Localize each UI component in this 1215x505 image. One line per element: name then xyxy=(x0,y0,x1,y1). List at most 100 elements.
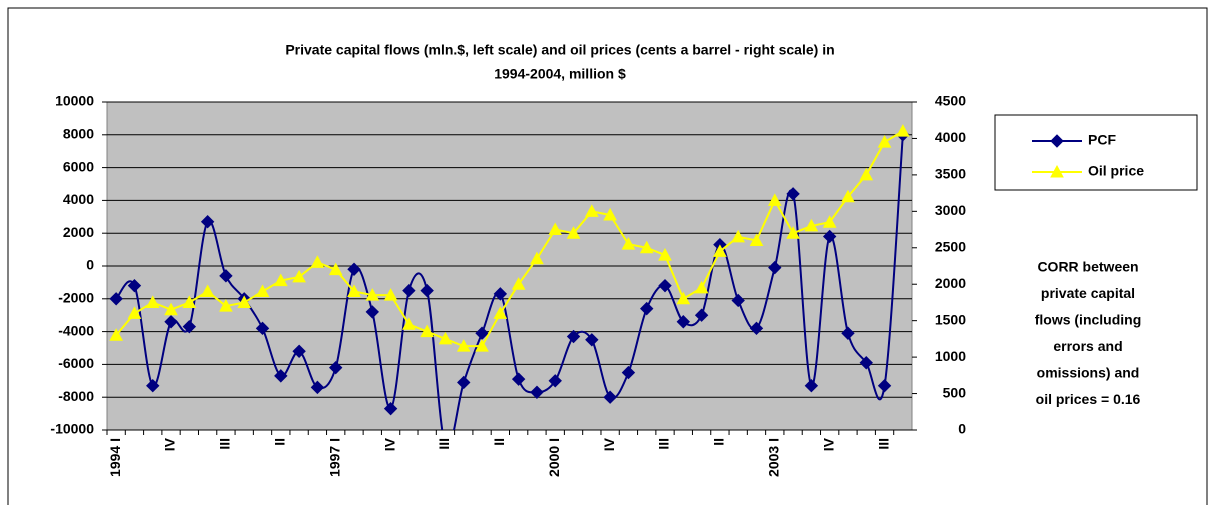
point-marker xyxy=(365,305,379,319)
point-marker xyxy=(1050,134,1064,148)
point-marker xyxy=(896,124,910,137)
point-marker xyxy=(365,288,380,301)
y-tick-label: 0 xyxy=(86,257,94,273)
point-marker xyxy=(182,295,197,308)
point-marker xyxy=(566,329,581,344)
point-marker xyxy=(200,284,215,298)
chart-title: 1994-2004, million $ xyxy=(494,66,626,82)
y2-tick-label: 1000 xyxy=(935,348,966,364)
point-marker xyxy=(749,233,764,246)
point-marker xyxy=(420,283,434,298)
legend-box xyxy=(994,114,1198,191)
x-tick-label: 2003 I xyxy=(765,438,781,477)
point-marker xyxy=(658,278,672,293)
point-marker xyxy=(603,207,617,221)
y-tick-label: 8000 xyxy=(63,126,94,142)
point-marker xyxy=(786,187,800,201)
point-marker xyxy=(731,229,746,243)
y2-tick-label: 500 xyxy=(943,384,967,400)
point-marker xyxy=(456,339,471,352)
point-marker xyxy=(841,189,855,203)
y2-tick-label: 2500 xyxy=(935,238,966,254)
point-marker xyxy=(493,306,508,319)
point-marker xyxy=(822,215,837,228)
annotation: oil prices = 0.16 xyxy=(1036,391,1141,407)
y2-tick-label: 0 xyxy=(958,421,966,437)
point-marker xyxy=(639,240,654,254)
point-marker xyxy=(310,255,325,268)
annotation: errors and xyxy=(1053,338,1122,354)
y-tick-label: 6000 xyxy=(63,158,94,174)
annotation: private capital xyxy=(1041,285,1135,301)
point-marker xyxy=(164,315,178,329)
point-marker xyxy=(402,317,416,330)
x-tick-label: 2000 I xyxy=(546,438,562,477)
point-marker xyxy=(219,299,233,312)
point-marker xyxy=(127,278,142,293)
point-marker xyxy=(658,248,672,261)
point-marker xyxy=(182,319,197,334)
point-marker xyxy=(402,283,416,298)
x-tick-label: IV xyxy=(601,437,617,451)
point-marker xyxy=(255,321,270,336)
point-marker xyxy=(109,292,123,306)
point-marker xyxy=(548,374,562,388)
y2-tick-label: 3000 xyxy=(935,202,966,218)
x-tick-label: 1994 I xyxy=(107,438,123,477)
legend-label: Oil price xyxy=(1088,163,1144,179)
point-marker xyxy=(859,167,874,181)
point-marker xyxy=(255,284,270,298)
x-tick-label: II xyxy=(272,438,288,446)
x-tick-label: IV xyxy=(162,437,178,451)
y-tick-label: -8000 xyxy=(58,388,94,404)
point-marker xyxy=(383,288,398,301)
point-marker xyxy=(694,308,709,322)
point-marker xyxy=(274,369,288,383)
point-marker xyxy=(749,321,764,336)
point-marker xyxy=(530,251,544,265)
point-marker xyxy=(713,244,727,257)
point-marker xyxy=(475,339,489,352)
y2-tick-label: 4000 xyxy=(935,129,966,145)
chart-title: Private capital flows (mln.$, left scale… xyxy=(285,42,834,58)
point-marker xyxy=(1050,164,1064,178)
point-marker xyxy=(310,380,325,395)
point-marker xyxy=(676,315,691,329)
x-tick-label: IV xyxy=(381,437,397,451)
point-marker xyxy=(200,215,215,229)
point-marker xyxy=(621,365,636,380)
y2-tick-label: 2000 xyxy=(935,275,966,291)
y-tick-label: -6000 xyxy=(58,355,94,371)
point-marker xyxy=(841,326,855,340)
y-tick-label: 10000 xyxy=(55,93,94,109)
point-marker xyxy=(127,306,142,319)
point-marker xyxy=(420,324,435,338)
point-marker xyxy=(768,260,782,275)
point-marker xyxy=(621,237,636,250)
point-marker xyxy=(603,390,617,404)
series-line xyxy=(115,130,904,348)
plot-layer xyxy=(109,124,910,430)
y-tick-label: 2000 xyxy=(63,224,94,240)
point-marker xyxy=(584,204,599,217)
point-marker xyxy=(530,385,544,399)
point-marker xyxy=(511,277,526,290)
point-marker xyxy=(347,262,361,276)
point-marker xyxy=(676,291,691,305)
point-marker xyxy=(767,193,782,206)
x-tick-label: 1997 I xyxy=(326,438,342,477)
point-marker xyxy=(859,356,873,370)
x-tick-label: II xyxy=(491,438,507,446)
y-tick-label: -4000 xyxy=(58,322,94,338)
point-marker xyxy=(273,273,288,287)
x-tick-label: IV xyxy=(820,437,836,451)
point-marker xyxy=(328,360,343,375)
point-marker xyxy=(219,269,233,283)
point-marker xyxy=(109,328,123,341)
point-marker xyxy=(877,135,892,148)
point-marker xyxy=(566,226,581,239)
annotation: flows (including xyxy=(1035,312,1142,328)
point-marker xyxy=(146,379,160,393)
